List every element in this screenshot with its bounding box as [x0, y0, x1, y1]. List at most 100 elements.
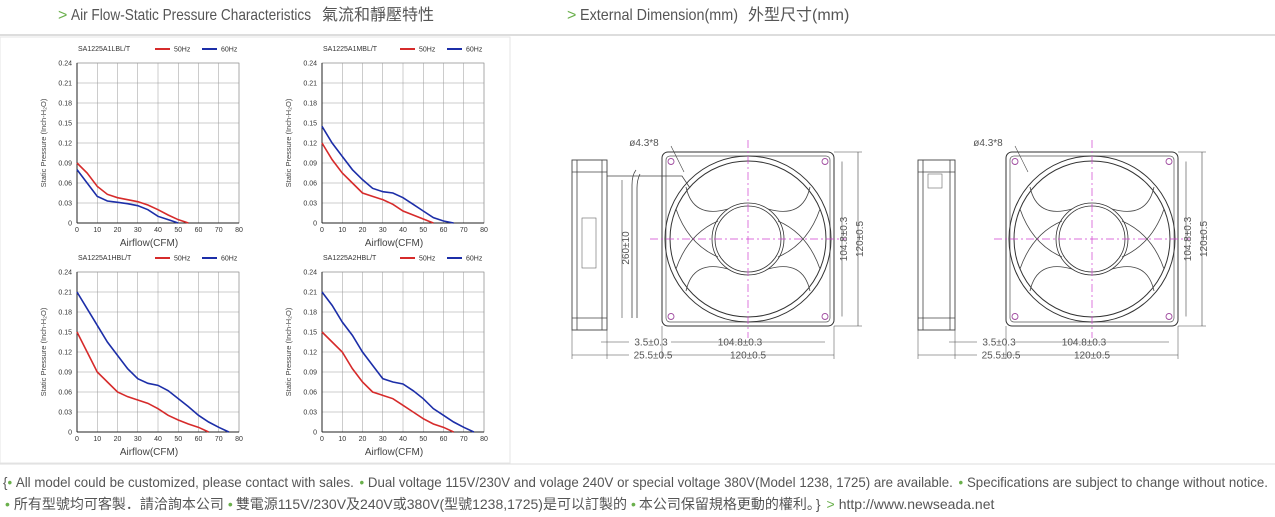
legend-label: 60Hz [466, 256, 483, 263]
chart-title: SA1225A1LBL/T [78, 46, 131, 53]
header-title-zh: 氣流和靜壓特性 [322, 6, 434, 24]
y-tick-label: 0 [313, 221, 317, 228]
x-tick-label: 60 [195, 227, 203, 234]
mount-hole [1165, 313, 1173, 320]
x-tick-label: 50 [419, 227, 427, 234]
x-axis-label: Airflow(CFM) [365, 238, 423, 249]
x-tick-label: 30 [134, 436, 142, 443]
y-tick-label: 0.21 [303, 81, 317, 88]
legend-label: 50Hz [419, 47, 436, 54]
y-tick-label: 0.15 [58, 121, 72, 128]
header-title: Air Flow-Static Pressure Characteristics [71, 7, 311, 24]
dimension-label: ø4.3*8 [973, 138, 1003, 149]
dimension-label: ø4.3*8 [629, 138, 659, 149]
x-tick-label: 50 [419, 436, 427, 443]
series-line [76, 162, 189, 224]
fan-blade [1121, 220, 1165, 270]
fan-blade [1029, 266, 1073, 292]
header-marker: > [58, 7, 67, 24]
series-line [321, 331, 454, 433]
x-tick-label: 80 [235, 436, 243, 443]
x-tick-label: 70 [460, 227, 468, 234]
fan-blade [685, 186, 729, 212]
link-marker: > [827, 496, 835, 512]
x-tick-label: 60 [440, 227, 448, 234]
y-tick-label: 0.15 [303, 121, 317, 128]
x-tick-label: 40 [154, 436, 162, 443]
x-tick-label: 10 [338, 436, 346, 443]
fan-blade [777, 208, 821, 258]
y-tick-label: 0.18 [58, 310, 72, 317]
note: 所有型號均可客製．請洽詢本公司 [14, 496, 224, 512]
x-tick-label: 60 [440, 436, 448, 443]
x-tick-label: 30 [379, 436, 387, 443]
mount-hole [1165, 158, 1173, 165]
cable [607, 175, 691, 189]
legend-label: 50Hz [174, 256, 191, 263]
website-link[interactable]: http://www.newseada.net [839, 496, 995, 512]
dimension-label: 120±0.5 [730, 351, 767, 362]
dimension-label: 104.8±0.3 [839, 216, 850, 261]
bullet: • [5, 496, 10, 512]
chart: 0 0.03 0.06 0.09 0.12 0.15 0.18 0.21 0.24 0 10 20 30… [284, 46, 488, 249]
chart-title: SA1225A1MBL/T [323, 46, 378, 53]
x-tick-label: 20 [114, 436, 122, 443]
chart: 0 0.03 0.06 0.09 0.12 0.15 0.18 0.21 0.24 0 10 20 30… [39, 255, 243, 458]
x-tick-label: 70 [215, 227, 223, 234]
section-header: > External Dimension(mm) 外型尺寸(mm) [567, 6, 849, 24]
x-tick-label: 20 [114, 227, 122, 234]
series-line [76, 331, 209, 433]
y-tick-label: 0 [68, 221, 72, 228]
x-tick-label: 0 [75, 227, 79, 234]
note: Specifications are subject to change wit… [967, 474, 1268, 490]
x-tick-label: 80 [235, 227, 243, 234]
dimension-label: 104.8±0.3 [1183, 216, 1194, 261]
chart: 0 0.03 0.06 0.09 0.12 0.15 0.18 0.21 0.24 0 10 20 30… [39, 46, 243, 249]
x-tick-label: 70 [215, 436, 223, 443]
series-line [76, 291, 230, 433]
y-axis-label: Static Pressure (Inch-H₂O) [284, 98, 293, 187]
side-view [917, 159, 956, 331]
header-title-zh: 外型尺寸(mm) [748, 6, 849, 24]
y-tick-label: 0 [68, 430, 72, 437]
series-line [76, 169, 179, 224]
bullet: • [359, 474, 364, 490]
x-tick-label: 10 [93, 436, 101, 443]
y-tick-label: 0.06 [303, 390, 317, 397]
cable [636, 173, 641, 318]
footer-note-zh: • 所有型號均可客製．請洽詢本公司 • 雙電源115V/230V及240V或380V(… [5, 496, 994, 512]
dimension-label: 25.5±0.5 [982, 351, 1021, 362]
header-title: External Dimension(mm) [580, 7, 738, 24]
legend-label: 50Hz [419, 256, 436, 263]
side-detail [927, 173, 943, 189]
x-tick-label: 60 [195, 436, 203, 443]
fan-blade [675, 208, 719, 258]
bullet: • [228, 496, 233, 512]
y-tick-label: 0.21 [58, 290, 72, 297]
y-tick-label: 0.09 [58, 370, 72, 377]
y-tick-label: 0.12 [58, 141, 72, 148]
y-tick-label: 0.09 [303, 161, 317, 168]
brace: } [816, 496, 821, 512]
x-tick-label: 30 [379, 227, 387, 234]
series-line [321, 291, 475, 433]
note: 雙電源115V/230V及240V或380V(型號1238,1725)是可以訂製… [236, 496, 627, 512]
dimension-label: 104.8±0.3 [718, 338, 763, 349]
y-tick-label: 0.24 [303, 61, 317, 68]
x-tick-label: 0 [320, 436, 324, 443]
fan-blade [1121, 208, 1165, 258]
note: 本公司保留規格更動的權利。 [639, 496, 814, 512]
y-axis-label: Static Pressure (Inch-H₂O) [39, 307, 48, 396]
mount-hole [1011, 158, 1019, 165]
dimension-label: 120±0.5 [855, 221, 866, 258]
fan-blade [777, 220, 821, 270]
note: All model could be customized, please co… [16, 474, 354, 490]
y-tick-label: 0.03 [303, 410, 317, 417]
x-tick-label: 40 [399, 436, 407, 443]
chart-title: SA1225A2HBL/T [323, 255, 377, 262]
cable [631, 169, 637, 318]
y-tick-label: 0.06 [58, 390, 72, 397]
dimension-label: 120±0.5 [1074, 351, 1111, 362]
y-tick-label: 0.18 [303, 310, 317, 317]
